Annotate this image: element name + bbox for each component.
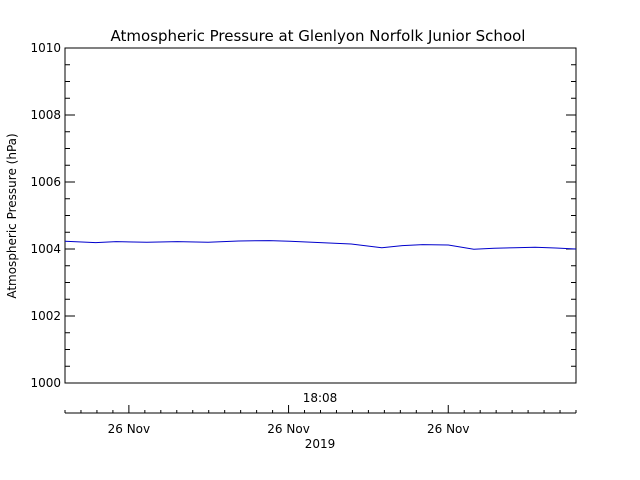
y-tick-label: 1000 — [30, 376, 61, 390]
y-axis-ticks: 1000 1002 1004 1006 1008 1010 — [30, 41, 576, 390]
x-date-label: 26 Nov — [427, 422, 470, 436]
y-tick-label: 1008 — [30, 108, 61, 122]
series-layer — [64, 240, 577, 250]
x-date-axis: 26 Nov 26 Nov 26 Nov — [64, 405, 577, 436]
y-tick-label: 1002 — [30, 309, 61, 323]
chart-title: Atmospheric Pressure at Glenlyon Norfolk… — [111, 27, 526, 45]
pressure-series-line — [64, 240, 577, 250]
x-date-label: 26 Nov — [108, 422, 151, 436]
plot-frame — [64, 47, 577, 384]
y-tick-label: 1006 — [30, 175, 61, 189]
x-date-label: 26 Nov — [267, 422, 310, 436]
x-time-label: 18:08 — [303, 391, 338, 405]
y-tick-label: 1004 — [30, 242, 61, 256]
y-axis-label: Atmospheric Pressure (hPa) — [5, 133, 19, 298]
x-year-label: 2019 — [305, 437, 336, 451]
y-tick-label: 1010 — [30, 41, 61, 55]
plot-border — [64, 47, 577, 384]
